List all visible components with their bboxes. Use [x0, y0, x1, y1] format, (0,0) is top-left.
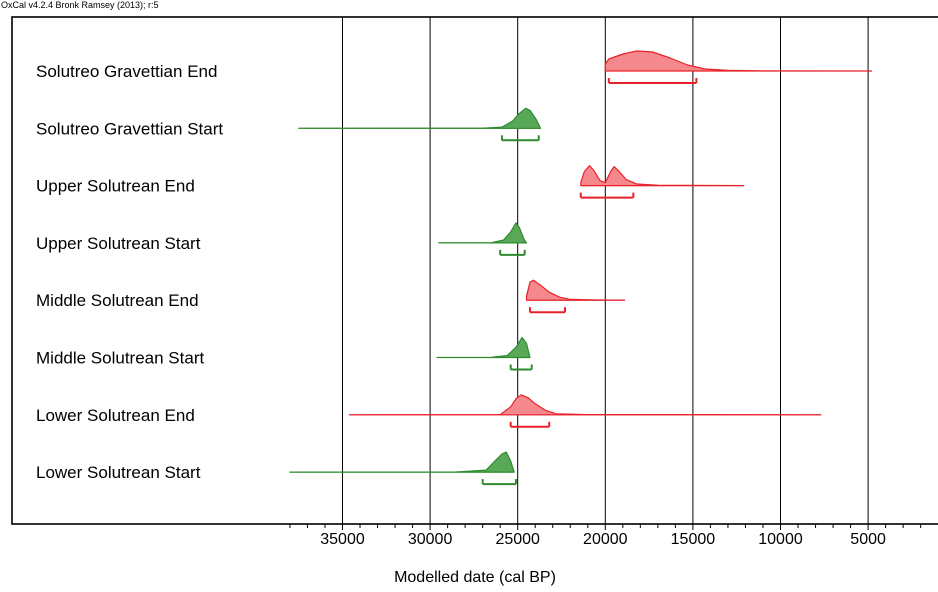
x-tick-label: 35000 [320, 531, 365, 548]
series-label: Solutreo Gravettian Start [36, 119, 223, 138]
plot-frame [11, 16, 938, 525]
series-label: Lower Solutrean End [36, 406, 195, 425]
density-area [525, 279, 626, 301]
x-tick-label: 5000 [850, 531, 886, 548]
series-label: Solutreo Gravettian End [36, 62, 217, 81]
density-area [289, 451, 515, 473]
x-tick-label: 20000 [583, 531, 628, 548]
series-label: Middle Solutrean End [36, 291, 199, 310]
series-label: Middle Solutrean Start [36, 349, 204, 368]
density-area [348, 394, 822, 416]
x-tick-label: 15000 [671, 531, 716, 548]
x-tick-label: 25000 [495, 531, 540, 548]
series-label: Upper Solutrean End [36, 177, 195, 196]
series-label: Upper Solutrean Start [36, 234, 201, 253]
x-tick-label: 10000 [758, 531, 803, 548]
density-area [580, 165, 745, 187]
density-area [438, 222, 528, 244]
x-tick-label: 30000 [408, 531, 453, 548]
density-area [436, 336, 531, 359]
x-axis-label: Modelled date (cal BP) [394, 569, 556, 586]
series-label: Lower Solutrean Start [36, 463, 201, 482]
density-area [604, 50, 873, 72]
software-header: OxCal v4.2.4 Bronk Ramsey (2013); r:5 [1, 0, 159, 10]
density-area [298, 107, 542, 129]
